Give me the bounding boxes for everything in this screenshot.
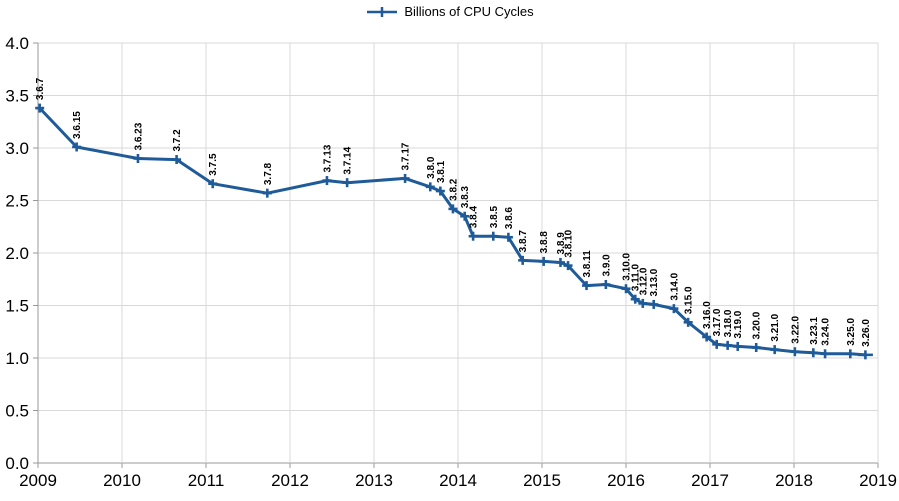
data-point-label: 3.23.1	[809, 317, 820, 345]
x-axis-label: 2012	[271, 471, 309, 490]
data-point-label: 3.26.0	[861, 319, 872, 347]
data-point-label: 3.6.15	[72, 111, 83, 139]
data-point-label: 3.6.7	[35, 77, 46, 100]
data-point-label: 3.18.0	[723, 309, 734, 337]
data-point-label: 3.8.2	[448, 178, 459, 201]
data-point-label: 3.7.14	[343, 146, 354, 174]
x-axis-label: 2010	[103, 471, 141, 490]
data-point-label: 3.17.0	[712, 308, 723, 336]
data-point-label: 3.7.17	[401, 142, 412, 170]
data-point-label: 3.6.23	[133, 122, 144, 150]
data-point-label: 3.7.5	[208, 153, 219, 176]
x-axis-label: 2016	[607, 471, 645, 490]
y-axis-label: 0.0	[5, 454, 29, 473]
y-axis-label: 0.5	[5, 402, 29, 421]
data-point-label: 3.8.11	[582, 250, 593, 278]
data-point-label: 3.7.13	[322, 144, 333, 172]
x-axis-label: 2018	[775, 471, 813, 490]
y-axis-label: 3.5	[5, 87, 29, 106]
x-axis-label: 2017	[691, 471, 729, 490]
data-point-label: 3.8.6	[504, 207, 515, 230]
data-point-label: 3.8.4	[469, 206, 480, 229]
y-axis-label: 1.5	[5, 297, 29, 316]
x-axis-label: 2013	[355, 471, 393, 490]
data-point-label: 3.22.0	[790, 315, 801, 343]
data-point-label: 3.9.0	[601, 254, 612, 277]
data-point-label: 3.13.0	[649, 268, 660, 296]
data-point-label: 3.8.0	[426, 156, 437, 179]
data-point-label: 3.8.3	[460, 186, 471, 209]
x-axis-label: 2019	[859, 471, 897, 490]
legend-label: Billions of CPU Cycles	[404, 4, 534, 19]
x-axis-label: 2011	[188, 471, 225, 490]
x-axis-label: 2009	[19, 471, 57, 490]
data-point-label: 3.7.2	[172, 129, 183, 152]
data-point-label: 3.8.5	[489, 206, 500, 229]
data-point-label: 3.10.0	[622, 252, 633, 280]
x-axis-label: 2015	[523, 471, 561, 490]
data-point-label: 3.21.0	[770, 313, 781, 341]
y-axis-label: 4.0	[5, 34, 29, 53]
y-axis-label: 3.0	[5, 139, 29, 158]
data-point-label: 3.7.8	[263, 162, 274, 185]
data-point-label: 3.19.0	[733, 310, 744, 338]
legend-line-marker-icon	[367, 7, 398, 17]
y-axis-label: 2.0	[5, 244, 29, 263]
data-point-label: 3.24.0	[821, 318, 832, 346]
data-point-label: 3.8.10	[564, 229, 575, 257]
data-point-label: 3.8.1	[436, 160, 447, 183]
data-point-label: 3.8.8	[539, 231, 550, 254]
x-axis-label: 2014	[439, 471, 477, 490]
y-axis-label: 1.0	[5, 349, 29, 368]
y-axis-label: 2.5	[5, 192, 29, 211]
data-point-label: 3.8.9	[556, 232, 567, 255]
data-point-label: 3.16.0	[702, 301, 713, 329]
data-point-label: 3.15.0	[684, 286, 695, 314]
data-point-label: 3.14.0	[669, 272, 680, 300]
data-point-label: 3.12.0	[638, 267, 649, 295]
data-point-label: 3.25.0	[846, 318, 857, 346]
data-point-label: 3.11.0	[631, 264, 642, 292]
data-point-label: 3.20.0	[752, 311, 763, 339]
legend: Billions of CPU Cycles	[0, 3, 899, 21]
data-point-label: 3.8.7	[518, 230, 529, 253]
